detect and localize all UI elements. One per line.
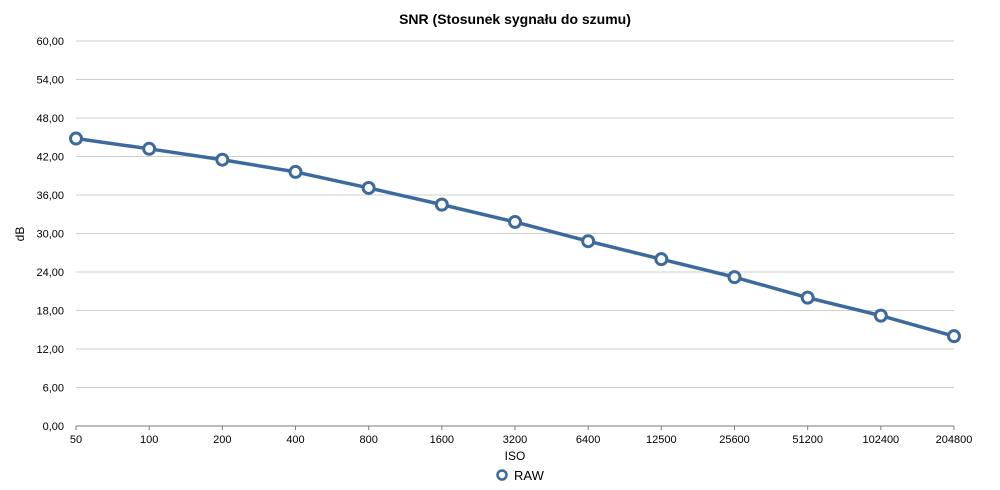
x-tick-label: 3200: [503, 434, 527, 446]
x-tick-label: 25600: [719, 434, 750, 446]
legend-label-raw: RAW: [514, 468, 545, 483]
y-tick-label: 48,00: [36, 113, 64, 125]
y-tick-label: 60,00: [36, 36, 64, 48]
y-tick-label: 42,00: [36, 152, 64, 164]
x-tick-label: 12500: [646, 434, 677, 446]
data-point: [800, 290, 815, 305]
y-tick-label: 12,00: [36, 344, 64, 356]
x-tick-label: 51200: [792, 434, 823, 446]
data-point: [727, 270, 742, 285]
data-point: [69, 131, 83, 146]
y-axis-label: dB: [13, 227, 27, 242]
x-tick-label: 204800: [936, 434, 973, 446]
series-group: [69, 131, 961, 344]
y-tick-label: 0,00: [43, 421, 64, 433]
y-tick-label: 18,00: [36, 306, 64, 318]
y-tick-label: 54,00: [36, 75, 64, 87]
data-point: [142, 141, 157, 156]
data-point: [654, 252, 669, 267]
series-line-raw: [74, 136, 956, 338]
legend-marker-raw: [496, 469, 508, 481]
y-tick-labels: 0,00 6,00 12,00 18,00 24,00 30,00 36,00 42,00 48…: [36, 36, 64, 433]
x-tick-label: 6400: [576, 434, 600, 446]
x-axis-label: ISO: [505, 449, 526, 463]
data-point: [361, 180, 376, 195]
x-tick-label: 100: [140, 434, 158, 446]
x-tick-label: 1600: [430, 434, 454, 446]
y-tick-label: 24,00: [36, 267, 64, 279]
x-tick-labels: 50 100 200 400 800 1600 3200 6400 12500 25600 5120…: [70, 426, 972, 446]
data-point: [434, 197, 449, 212]
y-tick-label: 36,00: [36, 190, 64, 202]
y-tick-label: 6,00: [43, 383, 64, 395]
gridlines: [76, 40, 954, 427]
data-point: [873, 308, 888, 323]
y-tick-label: 30,00: [36, 229, 64, 241]
data-point: [288, 164, 303, 179]
data-point: [581, 234, 596, 249]
x-tick-label: 200: [213, 434, 231, 446]
data-point: [215, 152, 230, 167]
data-point: [508, 214, 522, 229]
chart-title: SNR (Stosunek sygnału do szumu): [399, 11, 631, 27]
data-point: [947, 329, 961, 344]
x-tick-label: 102400: [862, 434, 899, 446]
legend: RAW: [496, 468, 545, 483]
x-tick-label: 800: [359, 434, 377, 446]
x-tick-label: 400: [286, 434, 304, 446]
x-tick-label: 50: [70, 434, 82, 446]
